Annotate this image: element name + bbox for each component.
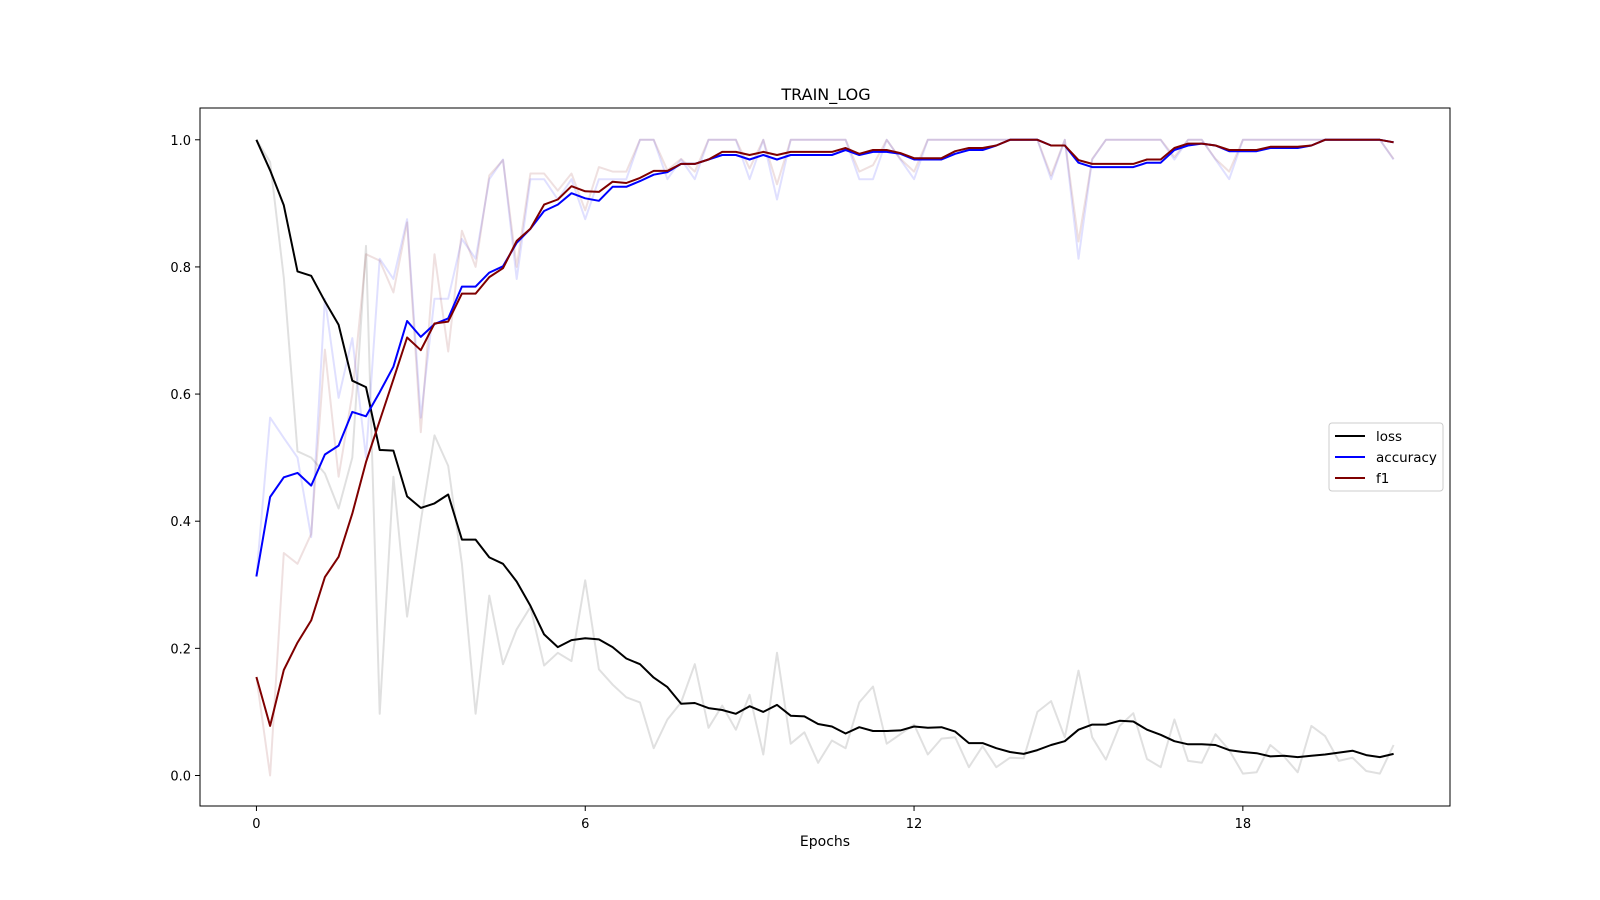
x-tick-label: 6 [581, 817, 589, 832]
series-line-loss [255, 139, 1394, 759]
x-tick-label: 12 [906, 817, 923, 832]
y-tick-label: 0.2 [170, 642, 191, 657]
legend-label-loss: loss [1376, 429, 1402, 445]
legend-box [1328, 422, 1444, 492]
y-tick-label: 1.0 [170, 134, 191, 149]
chart-title: TRAIN_LOG [780, 85, 870, 105]
legend: loss accuracy f1 [1328, 422, 1444, 492]
y-tick-label: 0.4 [170, 515, 191, 530]
series-line-f1 [255, 138, 1394, 727]
x-axis-label: Epochs [800, 834, 850, 850]
x-tick-label: 18 [1235, 817, 1252, 832]
legend-label-f1: f1 [1376, 471, 1389, 487]
y-tick-label: 0.0 [170, 769, 191, 784]
x-axis-ticks: 0 6 12 18 [252, 806, 1251, 832]
y-tick-label: 0.8 [170, 261, 191, 276]
legend-label-accuracy: accuracy [1376, 450, 1437, 466]
y-tick-label: 0.6 [170, 388, 191, 403]
plot-frame [199, 107, 1451, 807]
raw-line-loss [255, 139, 1395, 775]
y-axis-ticks: 0.0 0.2 0.4 0.6 0.8 1.0 [170, 134, 200, 784]
x-tick-label: 0 [252, 817, 260, 832]
smoothed-series-lines [255, 138, 1394, 759]
